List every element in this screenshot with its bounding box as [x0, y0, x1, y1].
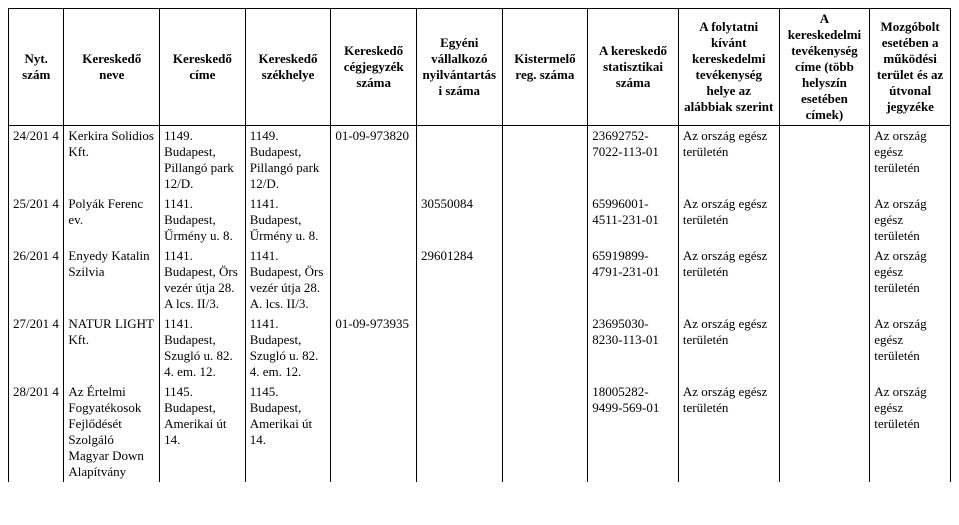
header-kistermelo: Kistermelő reg. száma	[502, 9, 588, 126]
cell: Az ország egész területén	[678, 126, 779, 195]
cell: Az ország egész területén	[678, 194, 779, 246]
cell: 1141. Budapest, Szugló u. 82. 4. em. 12.	[160, 314, 246, 382]
header-cegjegyzek-szama: Kereskedő cégjegyzék száma	[331, 9, 417, 126]
cell	[416, 126, 502, 195]
cell: Az ország egész területén	[870, 126, 951, 195]
header-kereskedo-neve: Kereskedő neve	[64, 9, 160, 126]
cell: 30550084	[416, 194, 502, 246]
cell: Az ország egész területén	[870, 194, 951, 246]
cell: Az ország egész területén	[870, 382, 951, 482]
cell	[779, 126, 870, 195]
registry-table: Nyt. szám Kereskedő neve Kereskedő címe …	[8, 8, 951, 482]
cell	[502, 314, 588, 382]
cell: Enyedy Katalin Szilvia	[64, 246, 160, 314]
cell	[502, 382, 588, 482]
cell: 1141. Budapest, Örs vezér útja 28. A lcs…	[160, 246, 246, 314]
cell: 1149. Budapest, Pillangó park 12/D.	[160, 126, 246, 195]
header-kereskedo-szekhelye: Kereskedő székhelye	[245, 9, 331, 126]
cell: NATUR LIGHT Kft.	[64, 314, 160, 382]
cell: 26/201 4	[9, 246, 64, 314]
cell: 1141. Budapest, Űrmény u. 8.	[245, 194, 331, 246]
cell: 23692752-7022-113-01	[588, 126, 679, 195]
header-egyeni-vallalkozo: Egyéni vállalkozó nyilvántartási száma	[416, 9, 502, 126]
cell: 28/201 4	[9, 382, 64, 482]
cell: 65996001-4511-231-01	[588, 194, 679, 246]
cell: Az ország egész területén	[678, 246, 779, 314]
cell: Az ország egész területén	[678, 382, 779, 482]
header-statisztikai-szama: A kereskedő statisztikai száma	[588, 9, 679, 126]
cell: 1141. Budapest, Űrmény u. 8.	[160, 194, 246, 246]
cell	[779, 314, 870, 382]
table-row: 24/201 4Kerkira Solidios Kft.1149. Budap…	[9, 126, 951, 195]
cell: Az ország egész területén	[678, 314, 779, 382]
cell: 65919899-4791-231-01	[588, 246, 679, 314]
cell: 01-09-973935	[331, 314, 417, 382]
cell: Polyák Ferenc ev.	[64, 194, 160, 246]
table-body: 24/201 4Kerkira Solidios Kft.1149. Budap…	[9, 126, 951, 483]
table-row: 25/201 4Polyák Ferenc ev.1141. Budapest,…	[9, 194, 951, 246]
cell: 1149. Budapest, Pillangó park 12/D.	[245, 126, 331, 195]
header-mozgobolt: Mozgóbolt esetében a működési terület és…	[870, 9, 951, 126]
cell: 29601284	[416, 246, 502, 314]
cell: 23695030-8230-113-01	[588, 314, 679, 382]
cell	[331, 194, 417, 246]
cell	[502, 126, 588, 195]
cell	[331, 382, 417, 482]
cell: 1145. Budapest, Amerikai út 14.	[160, 382, 246, 482]
cell: 1145. Budapest, Amerikai út 14.	[245, 382, 331, 482]
table-row: 26/201 4Enyedy Katalin Szilvia1141. Buda…	[9, 246, 951, 314]
cell: 01-09-973820	[331, 126, 417, 195]
cell	[502, 194, 588, 246]
cell: 18005282-9499-569-01	[588, 382, 679, 482]
cell: 24/201 4	[9, 126, 64, 195]
cell	[416, 314, 502, 382]
cell: Kerkira Solidios Kft.	[64, 126, 160, 195]
cell	[779, 382, 870, 482]
cell: 1141. Budapest, Szugló u. 82. 4. em. 12.	[245, 314, 331, 382]
cell	[416, 382, 502, 482]
cell: 27/201 4	[9, 314, 64, 382]
table-row: 27/201 4NATUR LIGHT Kft.1141. Budapest, …	[9, 314, 951, 382]
header-tevekenyseg-helye: A folytatni kívánt kereskedelmi tevékeny…	[678, 9, 779, 126]
header-nyt-szam: Nyt. szám	[9, 9, 64, 126]
cell: Az ország egész területén	[870, 246, 951, 314]
cell: 25/201 4	[9, 194, 64, 246]
cell	[331, 246, 417, 314]
cell: 1141. Budapest, Örs vezér útja 28. A. lc…	[245, 246, 331, 314]
cell	[502, 246, 588, 314]
header-row: Nyt. szám Kereskedő neve Kereskedő címe …	[9, 9, 951, 126]
cell	[779, 246, 870, 314]
cell	[779, 194, 870, 246]
header-kereskedo-cime: Kereskedő címe	[160, 9, 246, 126]
header-tevekenyseg-cime: A kereskedelmi tevékenység címe (több he…	[779, 9, 870, 126]
cell: Az ország egész területén	[870, 314, 951, 382]
table-row: 28/201 4Az Értelmi Fogyatékosok Fejlődés…	[9, 382, 951, 482]
cell: Az Értelmi Fogyatékosok Fejlődését Szolg…	[64, 382, 160, 482]
